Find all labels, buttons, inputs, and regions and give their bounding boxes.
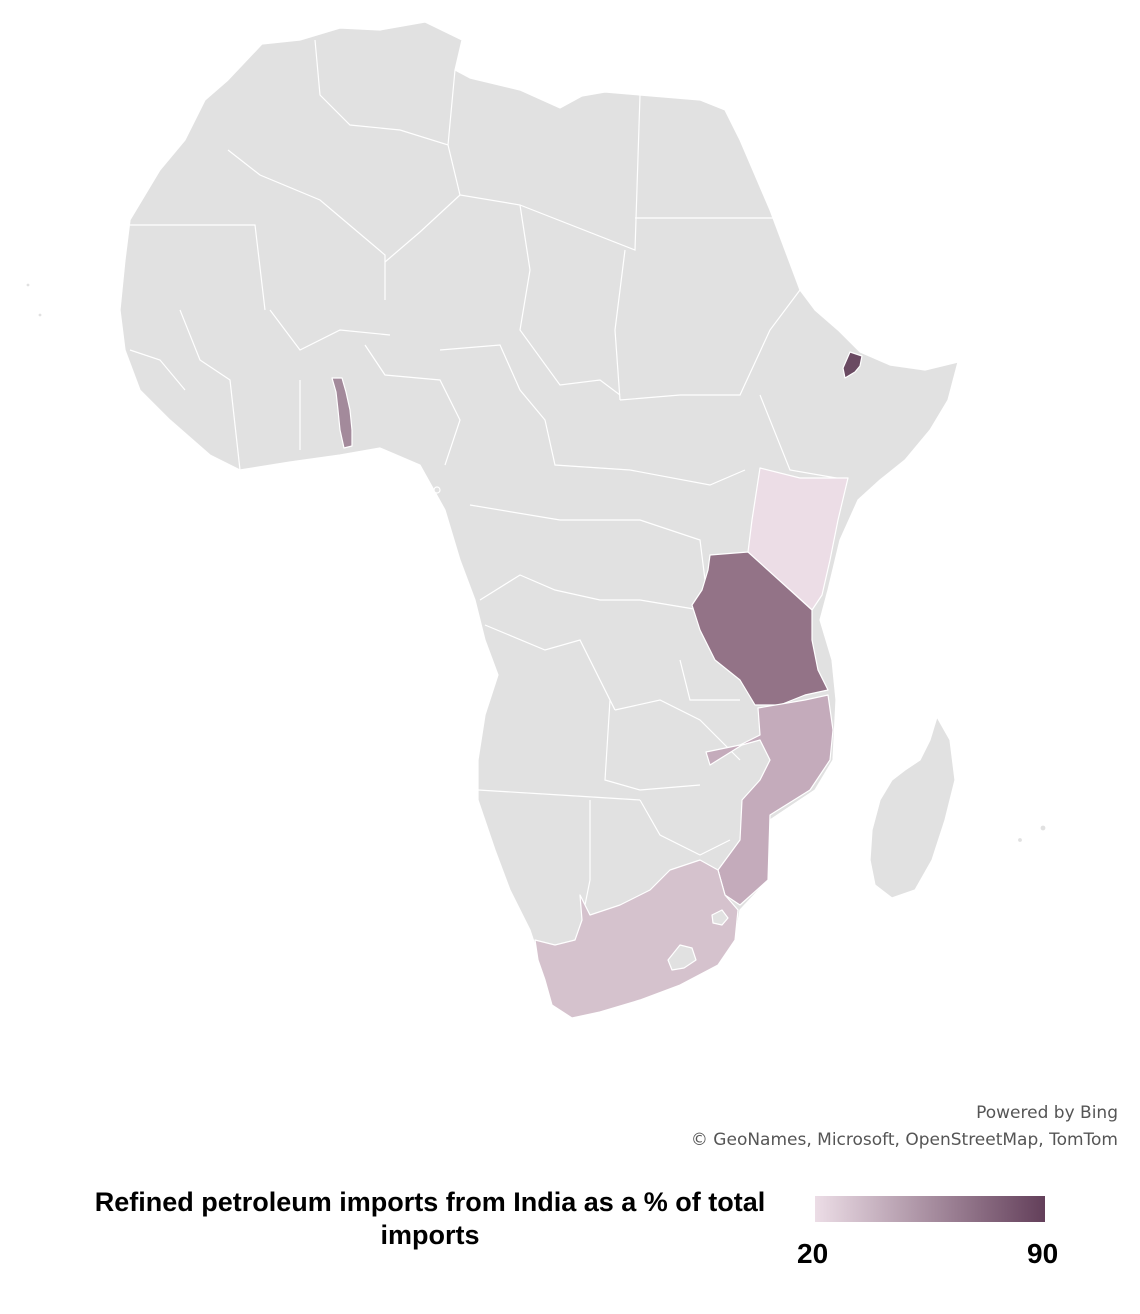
country-lesotho <box>667 944 697 971</box>
legend-max-label: 90 <box>1027 1238 1059 1269</box>
country-south-africa <box>534 859 739 1019</box>
country-mozambique <box>705 694 834 906</box>
country-togo <box>331 377 353 449</box>
attribution-powered-by: Powered by Bing <box>976 1103 1118 1123</box>
island-4 <box>37 312 43 318</box>
attribution-sources: © GeoNames, Microsoft, OpenStreetMap, To… <box>690 1130 1118 1150</box>
country-djibouti <box>842 351 863 379</box>
legend-color-scale <box>815 1196 1045 1222</box>
country-borders <box>129 39 849 906</box>
island-5 <box>25 282 31 288</box>
island-2 <box>1016 836 1024 844</box>
madagascar <box>869 716 956 899</box>
africa-map <box>25 21 1047 1019</box>
legend-min-label: 20 <box>797 1238 829 1269</box>
island-3 <box>433 486 441 494</box>
legend-title: Refined petroleum imports from India as … <box>94 1187 766 1250</box>
country-eswatini <box>711 909 729 926</box>
island-1 <box>1039 824 1047 832</box>
